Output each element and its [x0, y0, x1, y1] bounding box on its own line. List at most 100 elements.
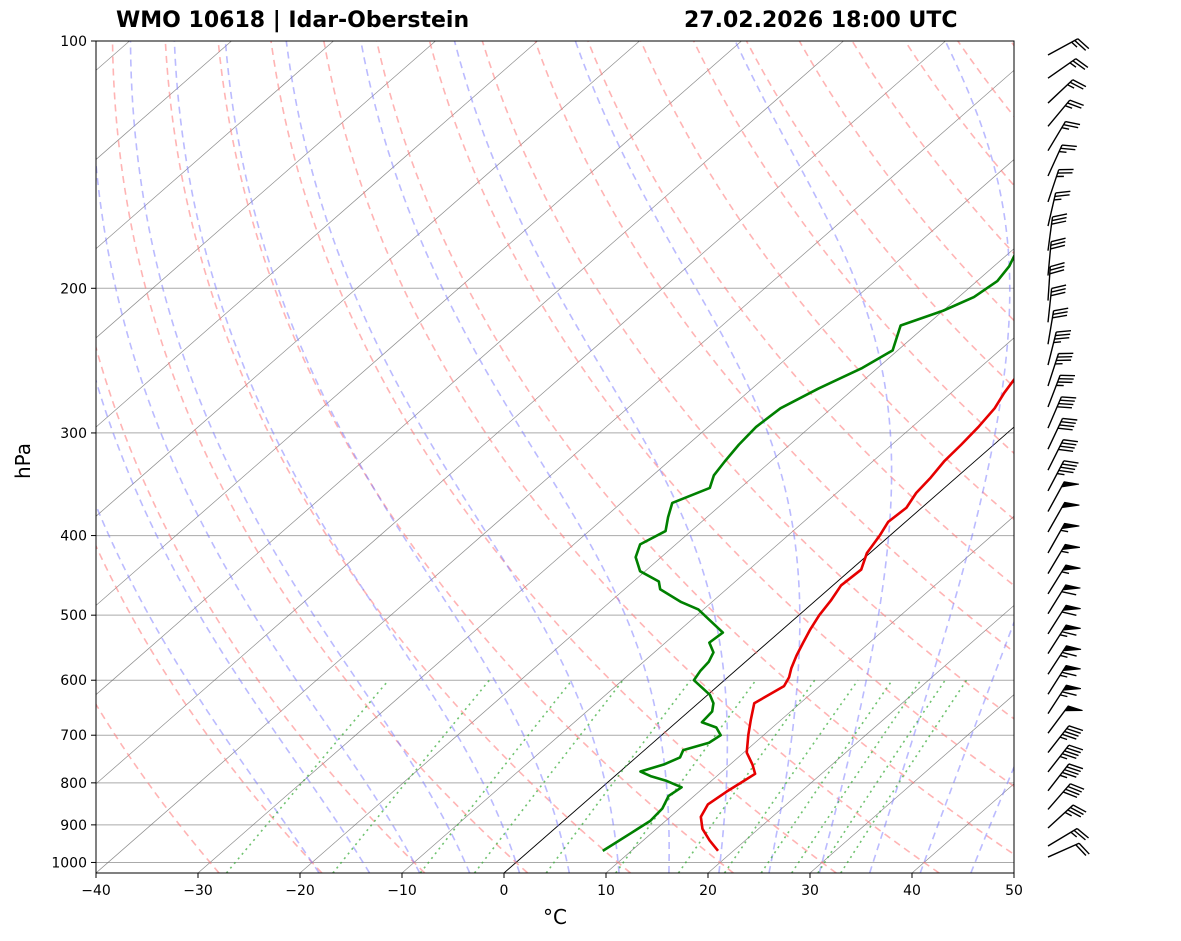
wind-barb-feather	[1066, 747, 1081, 754]
dry-adiabat-line	[96, 702, 220, 873]
mixing-ratio-line	[615, 679, 757, 873]
isotherm-line	[299, 248, 1014, 873]
moist-adiabat-line	[96, 503, 320, 873]
mixing-ratio-line	[817, 679, 946, 873]
wind-barb-half-feather	[1059, 674, 1068, 678]
mixing-ratio-line	[473, 679, 624, 873]
wind-barb-feather	[1062, 771, 1077, 778]
y-tick-label: 900	[60, 818, 87, 834]
wind-barb-shaft	[1047, 842, 1080, 858]
wind-barb	[1047, 439, 1079, 471]
wind-barb	[1047, 664, 1081, 695]
wind-barb-half-feather	[1059, 774, 1068, 779]
wind-barb-half-feather	[1053, 341, 1062, 344]
wind-barb-shaft	[1047, 288, 1053, 323]
dry-adiabat-line	[111, 41, 529, 873]
wind-barb	[1047, 417, 1078, 450]
moist-adiabat-line	[360, 41, 670, 873]
wind-barb	[1047, 584, 1081, 615]
wind-barb	[1047, 460, 1079, 492]
wind-barb	[1047, 352, 1074, 387]
wind-barb-shaft	[1047, 99, 1071, 127]
wind-barb-feather	[1064, 730, 1079, 737]
wind-barb	[1047, 329, 1072, 366]
moist-adiabat-line	[919, 620, 1014, 873]
wind-barb	[1047, 58, 1089, 79]
y-tick-label: 400	[60, 529, 87, 545]
isotherm-line	[96, 41, 538, 428]
wind-barb-feather	[1062, 144, 1077, 148]
dry-adiabat-line	[692, 41, 1014, 455]
wind-barb-feather	[1056, 329, 1072, 333]
wind-barb-shaft	[1047, 418, 1064, 450]
isotherm-line	[96, 69, 1014, 873]
wind-barb-feather	[1059, 399, 1075, 402]
wind-barb-shaft	[1047, 827, 1078, 847]
wind-barb-shaft	[1047, 804, 1074, 829]
wind-barb-half-feather	[1059, 634, 1068, 638]
x-tick-label: −30	[183, 883, 213, 899]
wind-barb-feather	[1073, 829, 1086, 841]
wind-barb	[1047, 827, 1090, 847]
temperature-profile-line	[699, 377, 1014, 852]
wind-barb-feather	[1061, 396, 1077, 399]
x-tick-label: −40	[81, 883, 111, 899]
wind-barb	[1047, 725, 1084, 754]
wind-barb	[1047, 705, 1083, 734]
wind-barb	[1047, 783, 1085, 810]
wind-barb-feather	[1072, 79, 1087, 88]
isotherm-line	[401, 337, 1014, 873]
wind-barb-feather	[1055, 190, 1071, 194]
x-axis-label: °C	[543, 905, 567, 929]
dry-adiabat-line	[481, 41, 1014, 720]
dewpoint-profile-line	[602, 253, 1014, 852]
wind-barb-feather	[1063, 123, 1079, 129]
moist-adiabat-line	[224, 41, 571, 873]
wind-barb	[1047, 842, 1090, 858]
dry-adiabat-line	[96, 544, 323, 873]
wind-barb-feather	[1078, 842, 1090, 855]
wind-barb-half-feather	[1059, 755, 1068, 760]
wind-barb	[1047, 284, 1067, 323]
wind-barb	[1047, 744, 1084, 773]
plot-frame	[95, 40, 1015, 874]
isotherm-line	[96, 41, 640, 517]
x-tick-label: 30	[801, 883, 819, 899]
wind-barb-feather	[1051, 284, 1067, 290]
wind-barb-half-feather	[1071, 41, 1078, 48]
wind-barb-feather	[1051, 237, 1066, 243]
dry-adiabat-line	[640, 41, 1014, 521]
dry-adiabat-line	[851, 41, 1014, 255]
wind-barb-feather	[1062, 733, 1077, 740]
wind-barb-shaft	[1047, 38, 1079, 56]
y-tick-label: 700	[60, 728, 87, 744]
moist-adiabat-line	[868, 41, 1011, 873]
wind-barb	[1047, 144, 1077, 177]
wind-barb-feather	[1061, 611, 1077, 617]
wind-barb-feather	[1069, 99, 1084, 107]
x-tick-label: 20	[699, 883, 717, 899]
wind-barb	[1047, 307, 1069, 345]
plot-grid	[96, 41, 1181, 873]
wind-barb-feather	[1054, 336, 1070, 340]
wind-barb-feather	[1060, 466, 1076, 471]
wind-barb-shaft	[1047, 331, 1057, 366]
dry-adiabat-line	[1116, 41, 1181, 873]
isotherm-line	[605, 515, 1014, 873]
isotherm-line	[809, 694, 1014, 873]
wind-barb-flag	[1062, 684, 1082, 691]
wind-barb	[1047, 374, 1075, 408]
dry-adiabat-line	[587, 41, 1014, 587]
wind-barb-feather	[1075, 58, 1089, 68]
moist-adiabat-line	[285, 41, 620, 873]
wind-barb-feather	[1064, 768, 1079, 776]
y-tick-label: 100	[60, 34, 87, 50]
mixing-ratio-line	[840, 679, 968, 873]
dry-adiabat-line	[164, 41, 632, 873]
dry-adiabat-line	[96, 344, 426, 873]
wind-barb-feather	[1068, 725, 1084, 732]
moist-adiabat-line	[129, 41, 471, 873]
wind-barb-half-feather	[1060, 654, 1068, 658]
wind-barb-shaft	[1047, 375, 1061, 408]
moist-adiabat-line	[734, 41, 893, 873]
